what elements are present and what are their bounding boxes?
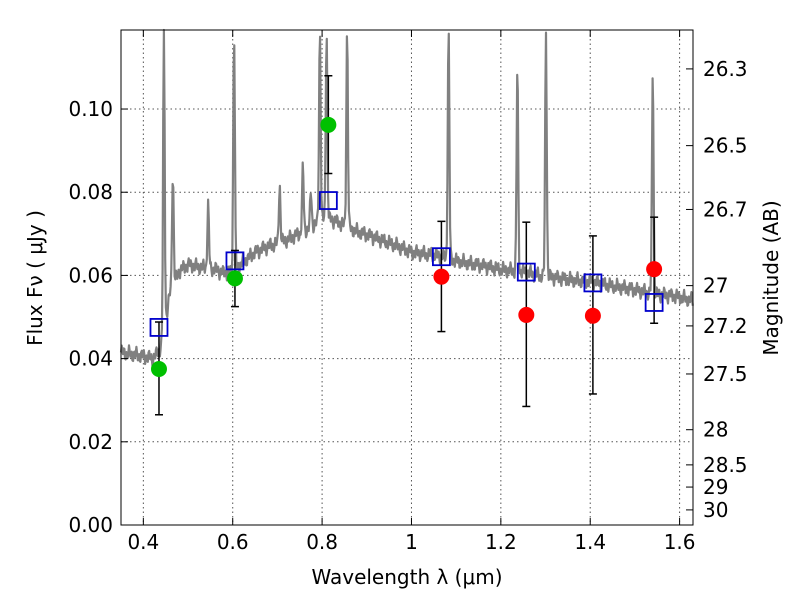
x-tick-label: 1 <box>405 530 418 554</box>
y-tick-label: 0.04 <box>68 347 113 371</box>
y2-tick-label: 28.5 <box>703 453 748 477</box>
y2-tick-label: 27.2 <box>703 314 748 338</box>
y-tick-label: 0.10 <box>68 97 113 121</box>
markers <box>149 116 664 378</box>
model-spectrum <box>119 28 694 368</box>
model-photometry-square <box>432 247 451 267</box>
x-tick-label: 1.6 <box>664 530 696 554</box>
model-photometry-square <box>516 262 536 282</box>
y-tick-label: 0.06 <box>68 263 113 287</box>
green-data-point <box>150 361 167 378</box>
grid <box>121 30 693 525</box>
y2-tick-label: 26.3 <box>703 57 748 81</box>
x-axis-label: Wavelength λ (μm) <box>311 565 502 589</box>
red-data-point <box>433 268 450 285</box>
y2-axis-label: Magnitude (AB) <box>759 200 783 355</box>
green-data-point <box>226 270 243 287</box>
plot-frame <box>120 29 694 526</box>
y-tick-label: 0.08 <box>68 180 113 204</box>
model-photometry-square <box>318 191 338 210</box>
y2-tick-label: 27 <box>703 274 728 298</box>
model-photometry-square <box>149 318 169 337</box>
x-tick-label: 0.8 <box>306 530 338 554</box>
y-axis-label: Flux Fν ( μJy ) <box>23 210 47 346</box>
model-photometry-square <box>644 293 664 312</box>
y2-tick-label: 26.7 <box>703 197 748 221</box>
y-tick-label: 0.00 <box>68 513 113 537</box>
x-tick-label: 1.4 <box>574 530 606 554</box>
y-tick-label: 0.02 <box>68 430 113 454</box>
y2-tick-label: 27.5 <box>703 362 748 386</box>
axis-ticks: 0.4 0.6 0.8 1 1.2 1.4 1.6 0.00 0.02 0.04 0.06 0.08 0… <box>68 30 748 554</box>
x-tick-label: 1.2 <box>485 530 517 554</box>
y2-tick-label: 26.5 <box>703 134 748 158</box>
y2-tick-label: 28 <box>703 418 728 442</box>
model-photometry-square <box>225 251 245 271</box>
red-data-point <box>584 307 601 324</box>
model-photometry-square <box>583 273 603 293</box>
green-data-point <box>320 116 337 133</box>
red-data-point <box>518 306 535 323</box>
y2-tick-label: 29 <box>703 475 728 499</box>
x-tick-label: 0.6 <box>217 530 249 554</box>
red-data-point <box>646 261 663 278</box>
y2-tick-label: 30 <box>703 498 728 522</box>
x-tick-label: 0.4 <box>127 530 159 554</box>
model-spectrum-line <box>119 28 694 368</box>
